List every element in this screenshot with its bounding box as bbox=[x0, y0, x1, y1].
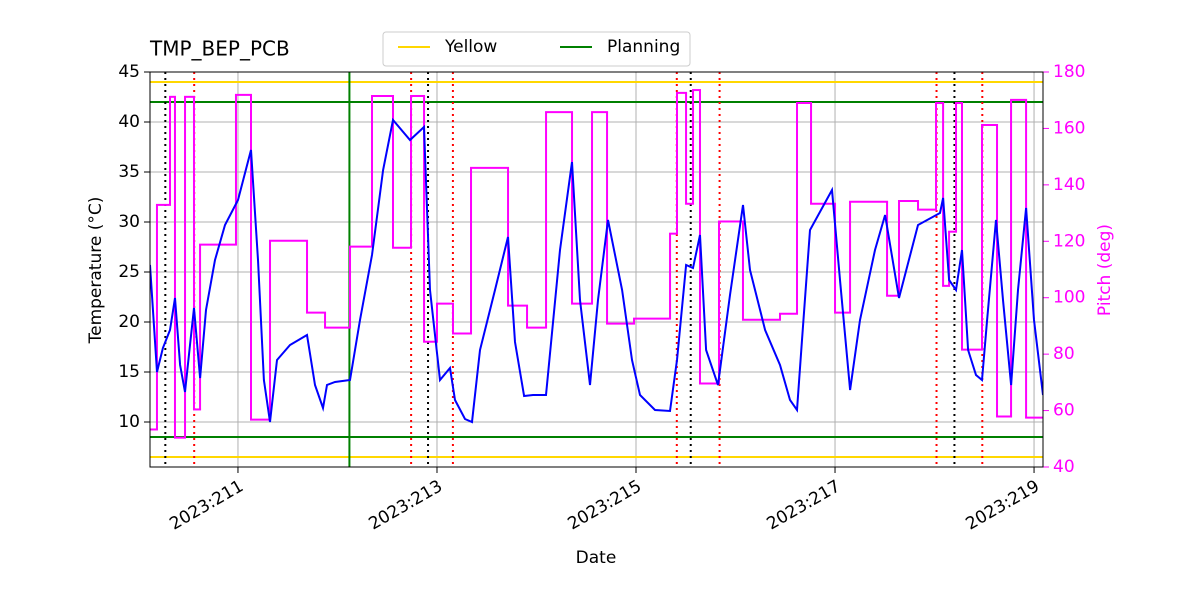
data-line bbox=[150, 117, 1043, 424]
y-tick-label: 25 bbox=[118, 262, 140, 282]
y-tick-label: 15 bbox=[118, 362, 140, 382]
plot-frame bbox=[149, 71, 1044, 468]
y2-tick-label: 60 bbox=[1053, 401, 1075, 421]
y-tick-label: 20 bbox=[118, 312, 140, 332]
y2-tick-label: 120 bbox=[1053, 231, 1085, 251]
chart-title: TMP_BEP_PCB bbox=[149, 37, 290, 61]
y-tick-label: 40 bbox=[118, 112, 140, 132]
y2-tick-label: 140 bbox=[1053, 175, 1085, 195]
legend-label: Planning bbox=[607, 37, 680, 57]
x-axis-label: Date bbox=[576, 548, 617, 568]
legend: Yellow Planning bbox=[382, 31, 691, 67]
y2-tick-label: 100 bbox=[1053, 288, 1085, 308]
legend-box bbox=[382, 31, 691, 67]
x-tick-label: 2023:211 bbox=[166, 476, 247, 534]
y-tick-label: 30 bbox=[118, 212, 140, 232]
y2-tick-label: 40 bbox=[1053, 457, 1075, 477]
plot-area bbox=[150, 72, 1043, 467]
legend-label: Yellow bbox=[444, 37, 497, 57]
x-tick-label: 2023:219 bbox=[963, 476, 1044, 534]
y-tick-label: 35 bbox=[118, 162, 140, 182]
y2-tick-label: 160 bbox=[1053, 118, 1085, 138]
y2-tick-label: 80 bbox=[1053, 344, 1075, 364]
y-tick-label: 45 bbox=[118, 62, 140, 82]
x-tick-label: 2023:213 bbox=[365, 476, 446, 534]
y2-axis-label: Pitch (deg) bbox=[1095, 224, 1115, 316]
y-tick-label: 10 bbox=[118, 412, 140, 432]
y-axis-label: Temperature (°C) bbox=[86, 197, 106, 345]
x-tick-label: 2023:215 bbox=[564, 476, 645, 534]
x-tick-label: 2023:217 bbox=[763, 476, 844, 534]
y2-tick-label: 180 bbox=[1053, 62, 1085, 82]
